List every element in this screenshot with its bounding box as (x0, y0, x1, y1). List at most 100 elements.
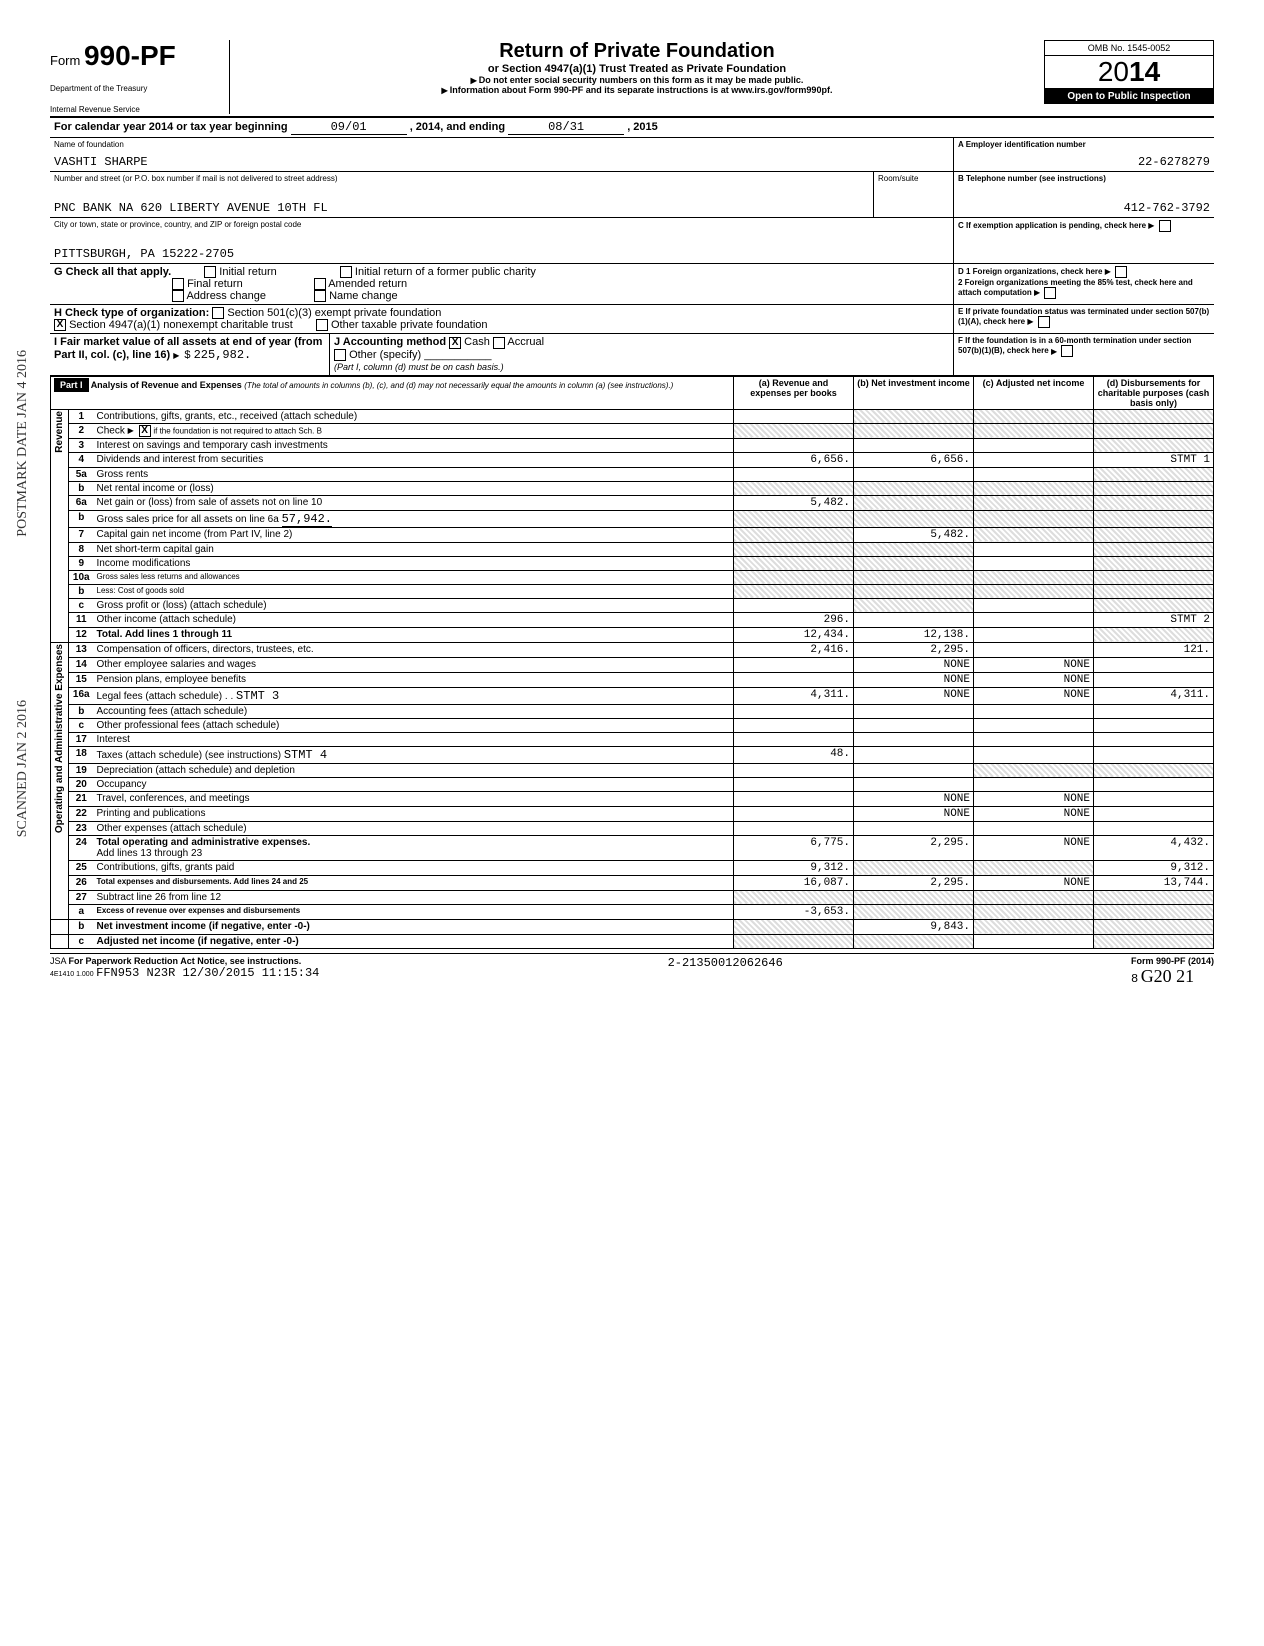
period-mid: , 2014, and ending (410, 121, 505, 133)
line-18: Taxes (attach schedule) (see instruction… (97, 750, 282, 761)
table-row: 26Total expenses and disbursements. Add … (51, 875, 1214, 890)
e-checkbox[interactable] (1038, 316, 1050, 328)
part1-note: (The total of amounts in columns (b), (c… (244, 381, 673, 390)
line-19: Depreciation (attach schedule) and deple… (94, 763, 734, 777)
address-phone-row: Number and street (or P.O. box number if… (50, 172, 1214, 218)
g-former-check[interactable] (340, 266, 352, 278)
instruction-2: Information about Form 990-PF and its se… (240, 85, 1034, 95)
footer-jsa: JSA (50, 956, 66, 966)
expenses-label: Operating and Administrative Expenses (54, 644, 65, 833)
line-4-d: STMT 1 (1094, 452, 1214, 467)
h-label: H Check type of organization: (54, 307, 209, 319)
line-6a: Net gain or (loss) from sale of assets n… (94, 495, 734, 510)
line-11-a: 296. (734, 612, 854, 627)
line-24-a: 6,775. (734, 835, 854, 860)
period-label: For calendar year 2014 or tax year begin… (54, 121, 288, 133)
line-24: Total operating and administrative expen… (97, 837, 311, 848)
line-16a-c: NONE (974, 687, 1094, 704)
line-10a: Gross sales less returns and allowances (94, 570, 734, 584)
table-row: 19Depreciation (attach schedule) and dep… (51, 763, 1214, 777)
form-title-block: Return of Private Foundation or Section … (230, 40, 1044, 95)
table-row: 10aGross sales less returns and allowanc… (51, 570, 1214, 584)
foundation-name: VASHTI SHARPE (54, 149, 949, 169)
line-2-check[interactable] (139, 425, 151, 437)
table-row: 22Printing and publicationsNONENONE (51, 806, 1214, 821)
line-26-d: 13,744. (1094, 875, 1214, 890)
g-initial-former: Initial return of a former public charit… (355, 266, 536, 278)
line-6a-a: 5,482. (734, 495, 854, 510)
line-24-d: 4,432. (1094, 835, 1214, 860)
line-2-sub: if the foundation is not required to att… (153, 426, 322, 435)
table-row: cAdjusted net income (if negative, enter… (51, 934, 1214, 948)
line-24-b: 2,295. (854, 835, 974, 860)
j-accrual-check[interactable] (493, 337, 505, 349)
d1-checkbox[interactable] (1115, 266, 1127, 278)
line-1: Contributions, gifts, grants, etc., rece… (94, 409, 734, 423)
table-row: bGross sales price for all assets on lin… (51, 510, 1214, 527)
dept-treasury: Department of the Treasury (50, 84, 221, 93)
table-row: 25Contributions, gifts, grants paid9,312… (51, 860, 1214, 875)
revenue-label: Revenue (54, 411, 65, 453)
line-16c: Other professional fees (attach schedule… (94, 718, 734, 732)
part1-title: Analysis of Revenue and Expenses (91, 380, 242, 390)
f-label: F If the foundation is in a 60-month ter… (958, 336, 1191, 355)
j-other: Other (specify) (349, 349, 421, 361)
form-header: Form 990-PF Department of the Treasury I… (50, 40, 1214, 118)
line-7-b: 5,482. (854, 527, 974, 542)
table-row: bAccounting fees (attach schedule) (51, 704, 1214, 718)
f-checkbox[interactable] (1061, 345, 1073, 357)
g-initial-check[interactable] (204, 266, 216, 278)
table-row: cGross profit or (loss) (attach schedule… (51, 598, 1214, 612)
g-label: G Check all that apply. (54, 266, 171, 278)
g-name-check[interactable] (314, 290, 326, 302)
g-amended: Amended return (328, 278, 407, 290)
g-addr-check[interactable] (172, 290, 184, 302)
line-18-a: 48. (734, 746, 854, 763)
table-row: 7Capital gain net income (from Part IV, … (51, 527, 1214, 542)
table-row: 15Pension plans, employee benefitsNONENO… (51, 672, 1214, 687)
period-end-year: , 2015 (627, 121, 658, 133)
g-d-row: G Check all that apply. Initial return I… (50, 264, 1214, 305)
i-value: 225,982. (194, 348, 252, 362)
main-title: Return of Private Foundation (240, 40, 1034, 63)
line-26-b: 2,295. (854, 875, 974, 890)
g-final: Final return (187, 278, 243, 290)
line-14-c: NONE (974, 657, 1094, 672)
h-other-check[interactable] (316, 319, 328, 331)
form-prefix: Form (50, 53, 80, 68)
line-5a: Gross rents (94, 467, 734, 481)
d2-checkbox[interactable] (1044, 287, 1056, 299)
line-27a: Excess of revenue over expenses and disb… (94, 904, 734, 919)
footer-form: Form 990-PF (2014) (1131, 956, 1214, 966)
line-16a-d: 4,311. (1094, 687, 1214, 704)
h-4947-check[interactable] (54, 319, 66, 331)
tax-period-row: For calendar year 2014 or tax year begin… (50, 118, 1214, 138)
line-26: Total expenses and disbursements. Add li… (94, 875, 734, 890)
table-row: 16aLegal fees (attach schedule) . . STMT… (51, 687, 1214, 704)
h-4947: Section 4947(a)(1) nonexempt charitable … (69, 319, 293, 331)
line-12-a: 12,434. (734, 627, 854, 642)
col-c-header: (c) Adjusted net income (974, 376, 1094, 409)
period-end: 08/31 (508, 120, 624, 135)
line-21: Travel, conferences, and meetings (94, 791, 734, 806)
c-checkbox[interactable] (1159, 220, 1171, 232)
line-21-b: NONE (854, 791, 974, 806)
line-16a: Legal fees (attach schedule) (97, 691, 223, 702)
line-4: Dividends and interest from securities (94, 452, 734, 467)
line-27a-a: -3,653. (734, 904, 854, 919)
j-other-check[interactable] (334, 349, 346, 361)
g-final-check[interactable] (172, 278, 184, 290)
j-label: J Accounting method (334, 336, 446, 348)
h-other: Other taxable private foundation (331, 319, 488, 331)
h-501-check[interactable] (212, 307, 224, 319)
room-label: Room/suite (878, 174, 949, 183)
i-label: I Fair market value of all assets at end… (54, 336, 322, 361)
line-3: Interest on savings and temporary cash i… (94, 438, 734, 452)
table-row: 12Total. Add lines 1 through 1112,434.12… (51, 627, 1214, 642)
table-row: aExcess of revenue over expenses and dis… (51, 904, 1214, 919)
j-cash-check[interactable] (449, 337, 461, 349)
j-accrual: Accrual (507, 336, 544, 348)
g-amended-check[interactable] (314, 278, 326, 290)
col-d-header: (d) Disbursements for charitable purpose… (1094, 376, 1214, 409)
table-row: 20Occupancy (51, 777, 1214, 791)
